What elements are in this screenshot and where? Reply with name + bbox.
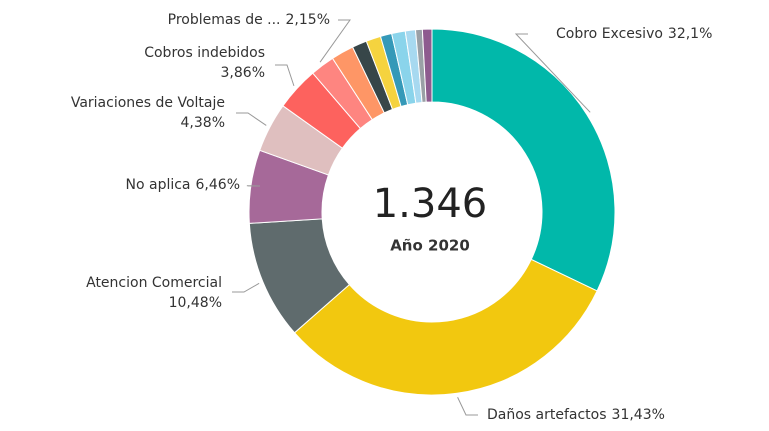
label-value: 32,1% [668, 26, 712, 42]
data-label: Problemas de ... 2,15% [168, 12, 330, 28]
data-label: Variaciones de Voltaje [71, 95, 225, 111]
leader-line [319, 19, 351, 63]
label-value: 6,46% [196, 177, 240, 193]
center-subtitle: Año 2020 [390, 237, 470, 255]
leader-line [457, 397, 478, 416]
label-value: 4,38% [181, 115, 225, 131]
label-name: Problemas de ... [168, 12, 281, 28]
center-total: 1.346 [373, 181, 488, 227]
label-value: 31,43% [612, 407, 665, 423]
label-value: 2,15% [286, 12, 330, 28]
data-label: 4,38% [181, 115, 225, 131]
leader-line [514, 33, 591, 113]
data-label: Cobro Excesivo 32,1% [556, 26, 712, 42]
data-label: Daños artefactos 31,43% [487, 407, 665, 423]
leader-line [232, 282, 260, 293]
label-value: 3,86% [221, 65, 265, 81]
label-value: 10,48% [169, 295, 222, 311]
donut-slice [431, 28, 616, 292]
data-label: Cobros indebidos [144, 45, 265, 61]
data-label: No aplica 6,46% [126, 177, 241, 193]
label-name: Variaciones de Voltaje [71, 95, 225, 111]
label-name: Cobros indebidos [144, 45, 265, 61]
leader-line [236, 112, 267, 126]
data-label: 3,86% [221, 65, 265, 81]
leader-line [275, 64, 295, 87]
label-name: Atencion Comercial [86, 275, 222, 291]
data-label: 10,48% [169, 295, 222, 311]
data-label: Atencion Comercial [86, 275, 222, 291]
donut-slice [293, 258, 598, 396]
label-name: Cobro Excesivo [556, 26, 663, 42]
label-name: Daños artefactos [487, 407, 607, 423]
label-name: No aplica [126, 177, 191, 193]
donut-slice [421, 28, 433, 103]
